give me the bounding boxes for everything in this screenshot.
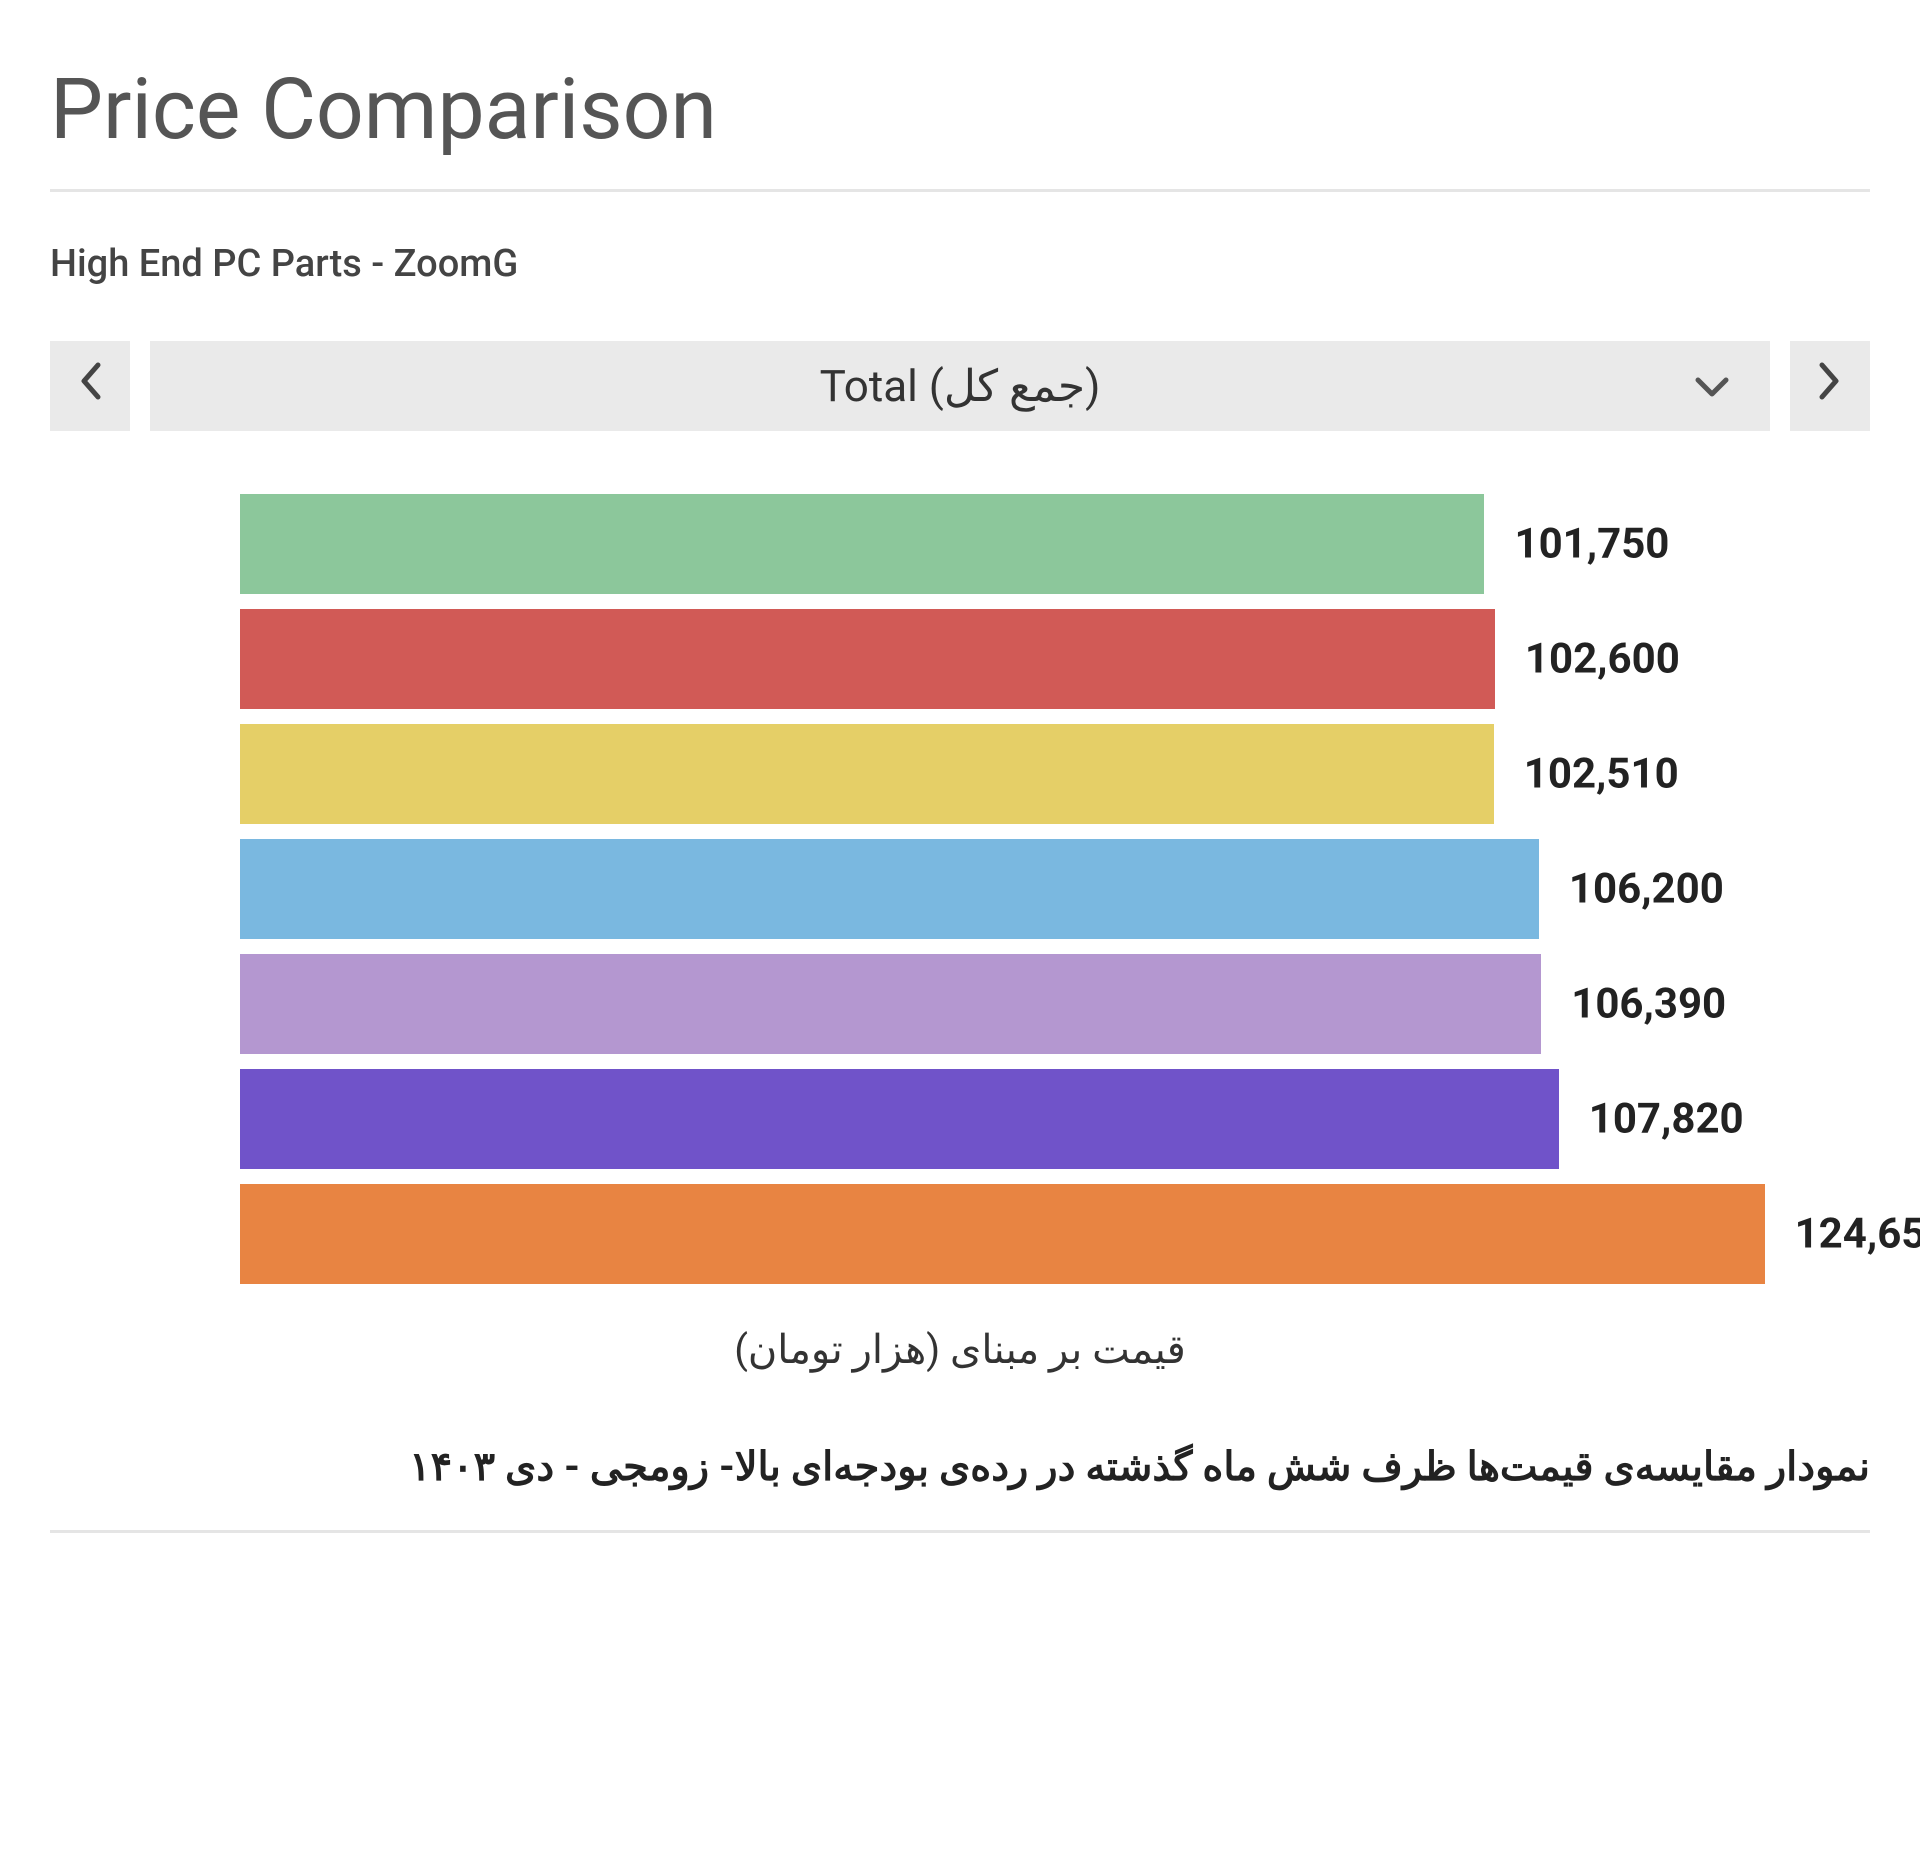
bar-track: 106,390 [240, 954, 1830, 1054]
bar-track: 101,750 [240, 494, 1830, 594]
chevron-left-icon [78, 361, 102, 411]
bar-track-container: 106,390 [240, 946, 1830, 1061]
bar-track: 102,600 [240, 609, 1830, 709]
next-button[interactable] [1790, 341, 1870, 431]
bar-value: 107,820 [1589, 1094, 1744, 1143]
page-title: Price Comparison [50, 60, 1870, 159]
bar-value: 106,200 [1569, 864, 1724, 913]
prev-button[interactable] [50, 341, 130, 431]
bar-track-container: 101,750 [240, 486, 1830, 601]
bar [240, 1184, 1765, 1284]
footer-caption: نمودار مقایسه‌ی قیمت‌ها ظرف شش ماه گذشته… [50, 1443, 1870, 1490]
bar [240, 1069, 1559, 1169]
chevron-right-icon [1818, 361, 1842, 411]
bar [240, 954, 1541, 1054]
bar [240, 839, 1539, 939]
bar-track-container: 106,200 [240, 831, 1830, 946]
bar-track: 102,510 [240, 724, 1830, 824]
chevron-down-icon [1694, 365, 1730, 407]
footer-divider [50, 1530, 1870, 1533]
category-dropdown[interactable]: Total (جمع کل) [150, 341, 1770, 431]
dropdown-selected-label: Total (جمع کل) [820, 360, 1101, 412]
selector-row: Total (جمع کل) [50, 341, 1870, 431]
bar-track: 124,650 [240, 1184, 1830, 1284]
bar-track-container: 124,650 [240, 1176, 1830, 1291]
bar-track-container: 102,510 [240, 716, 1830, 831]
bar-track: 106,200 [240, 839, 1830, 939]
chart-row: شهریور102,510 [240, 716, 1830, 831]
bar-value: 102,510 [1524, 749, 1679, 798]
bar [240, 724, 1494, 824]
bar-track-container: 102,600 [240, 601, 1830, 716]
price-bar-chart: تیر101,750مرداد102,600شهریور102,510مهر10… [50, 486, 1870, 1291]
chart-row: آذر107,820 [240, 1061, 1830, 1176]
x-axis-label: قیمت بر مبنای (هزار تومان) [50, 1326, 1870, 1373]
subtitle: High End PC Parts - ZoomG [50, 242, 1870, 286]
bar-track-container: 107,820 [240, 1061, 1830, 1176]
chart-row: مرداد102,600 [240, 601, 1830, 716]
title-divider [50, 189, 1870, 192]
chart-row: آبان106,390 [240, 946, 1830, 1061]
bar-value: 124,650 [1795, 1209, 1920, 1258]
chart-row: مهر106,200 [240, 831, 1830, 946]
chart-row: تیر101,750 [240, 486, 1830, 601]
bar-value: 101,750 [1514, 519, 1669, 568]
bar [240, 494, 1484, 594]
bar-track: 107,820 [240, 1069, 1830, 1169]
bar [240, 609, 1495, 709]
chart-row: دی124,650 [240, 1176, 1830, 1291]
bar-value: 102,600 [1525, 634, 1680, 683]
bar-value: 106,390 [1571, 979, 1726, 1028]
